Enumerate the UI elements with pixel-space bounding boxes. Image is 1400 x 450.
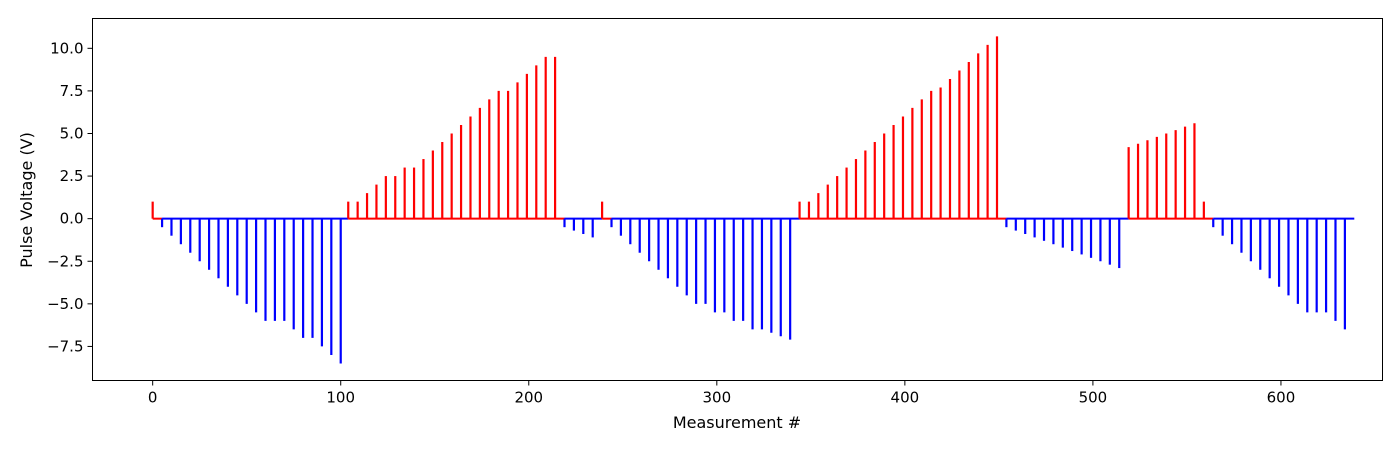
x-tick-label: 0 <box>148 389 158 407</box>
x-tick-label: 300 <box>702 389 731 407</box>
y-tick-label: 7.5 <box>60 82 84 100</box>
y-tick-label: 10.0 <box>50 39 83 57</box>
y-axis-label: Pulse Voltage (V) <box>17 132 36 268</box>
y-tick-label: 0.0 <box>60 210 84 228</box>
x-tick-label: 200 <box>514 389 543 407</box>
x-tick-label: 500 <box>1079 389 1108 407</box>
pulse-layer <box>151 36 1346 364</box>
y-tick-label: 2.5 <box>60 167 84 185</box>
y-tick-label: −5.0 <box>47 295 83 313</box>
x-tick-label: 100 <box>326 389 355 407</box>
x-tick-label: 600 <box>1267 389 1296 407</box>
plot-frame <box>92 18 1383 381</box>
x-axis-label: Measurement # <box>673 413 801 432</box>
y-tick-label: −7.5 <box>47 337 83 355</box>
x-tick-label: 400 <box>891 389 920 407</box>
y-axis: −7.5 −5.0 −2.5 0.0 2.5 5.0 7.5 10.0 <box>47 39 93 355</box>
x-axis: 0 100 200 300 400 500 600 <box>148 380 1296 407</box>
y-tick-label: 5.0 <box>60 124 84 142</box>
y-tick-label: −2.5 <box>47 252 83 270</box>
